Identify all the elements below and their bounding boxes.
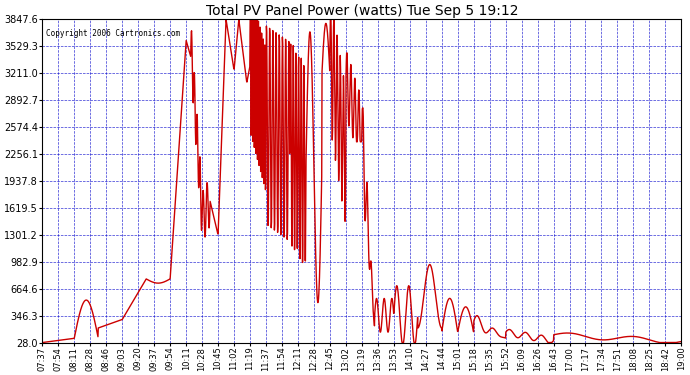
Title: Total PV Panel Power (watts) Tue Sep 5 19:12: Total PV Panel Power (watts) Tue Sep 5 1… <box>206 4 518 18</box>
Text: Copyright 2006 Cartronics.com: Copyright 2006 Cartronics.com <box>46 29 179 38</box>
